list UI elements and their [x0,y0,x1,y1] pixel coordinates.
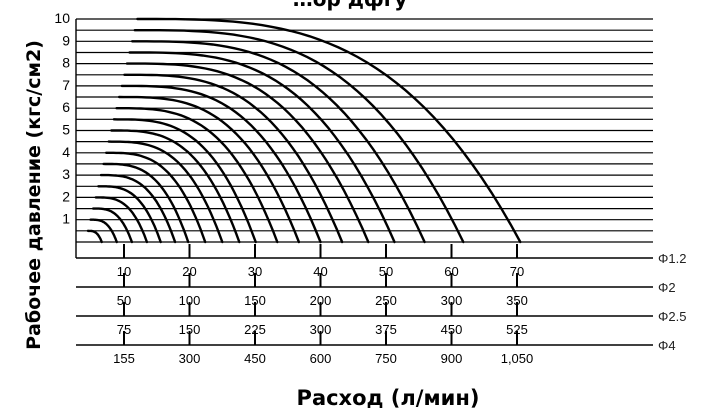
y-tick-labels: 1 2 3 4 5 6 7 8 9 10 [54,10,70,227]
scale-tick-label: 70 [510,264,524,279]
scale-tick-label: 50 [379,264,393,279]
scale-tick-label: 525 [506,322,528,337]
y-tick-label: 1 [62,211,70,227]
pressure-curve [102,162,190,244]
scale-tick-label: 300 [310,322,332,337]
pressure-curve [97,185,162,244]
y-tick-label: 8 [62,55,70,71]
pressure-curve [136,17,522,244]
pressure-curve [128,51,396,244]
curves [86,17,522,244]
scale-tick-label: 60 [444,264,458,279]
pressure-curve [104,151,207,244]
pressure-curve [130,40,426,244]
pressure-curve [125,62,370,244]
pressure-curve [99,173,177,244]
scale-tick-label: 100 [179,293,201,308]
scale-name: Φ4 [658,338,676,353]
pressure-curve [94,196,149,244]
scale-tick-label: 450 [244,351,266,366]
pressure-curve [120,84,322,244]
scale-tick-label: 50 [117,293,131,308]
scale-tick-label: 250 [375,293,397,308]
y-tick-label: 5 [62,122,70,138]
scale-tick-label: 40 [313,264,327,279]
scale-tick-label: 300 [441,293,463,308]
pressure-curve [117,95,301,244]
pressure-curve [112,118,257,244]
scale-tick-label: 10 [117,264,131,279]
pressure-curve [107,140,224,244]
y-axis-label: Рабочее давление (кгс/см2) [23,40,45,350]
scale-name: Φ2.5 [658,309,686,324]
scale-name: Φ1.2 [658,251,686,266]
pressure-curve [133,29,465,244]
scale-tick-label: 450 [441,322,463,337]
pressure-curve [89,218,119,244]
scale-tick-label: 1,050 [501,351,534,366]
pressure-curve [123,73,344,244]
scale-tick-label: 200 [310,293,332,308]
scale-tick-label: 300 [179,351,201,366]
y-tick-label: 10 [54,10,70,26]
pressure-curve [86,229,103,244]
chart-title: …ор дфгу [293,0,408,11]
pressure-curve [115,106,279,244]
scale-tick-label: 600 [310,351,332,366]
x-axis-label: Расход (л/мин) [297,386,480,410]
scale-name: Φ2 [658,280,676,295]
scale-tick-label: 225 [244,322,266,337]
scale-tick-label: 155 [113,351,135,366]
scale-tick-label: 375 [375,322,397,337]
y-tick-label: 4 [62,144,70,160]
scale-tick-label: 150 [244,293,266,308]
y-tick-label: 3 [62,166,70,182]
y-tick-label: 9 [62,32,70,48]
scale-tick-label: 750 [375,351,397,366]
scale-tick-label: 150 [179,322,201,337]
pressure-curve [91,207,134,244]
scale-tick-label: 75 [117,322,131,337]
scale-tick-label: 20 [182,264,196,279]
y-tick-label: 2 [62,188,70,204]
pressure-curve [110,129,241,244]
scale-tick-label: 30 [248,264,262,279]
flow-scales: Φ1.2 10 20 30 40 50 60 70 Φ2 50 100 150 200 250 300 350… [76,244,686,366]
scale-tick-label: 350 [506,293,528,308]
y-tick-label: 7 [62,77,70,93]
y-tick-label: 6 [62,99,70,115]
scale-tick-label: 900 [441,351,463,366]
